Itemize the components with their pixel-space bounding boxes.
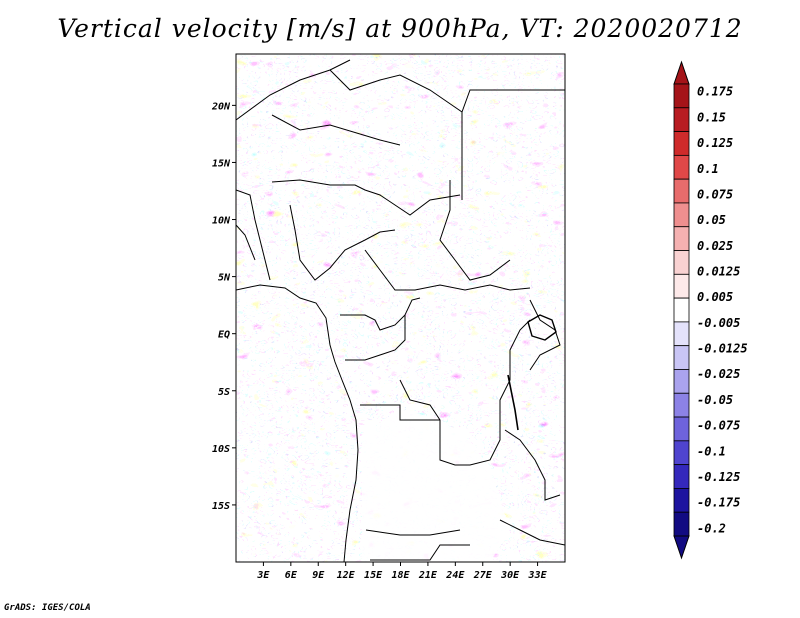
lon-tick-label: 9E bbox=[312, 570, 325, 581]
lon-tick-label: 21E bbox=[418, 570, 438, 581]
colorbar-label: 0.1 bbox=[697, 162, 719, 176]
colorbar-swatch bbox=[673, 226, 690, 251]
colorbar-swatch bbox=[673, 107, 690, 132]
grads-credit: GrADS: IGES/COLA bbox=[4, 603, 91, 613]
border-nigeria bbox=[289, 204, 396, 281]
colorbar-swatch bbox=[673, 273, 690, 299]
colorbar-swatch bbox=[673, 440, 690, 466]
colorbar-swatch bbox=[673, 511, 690, 537]
colorbar-label: 0.05 bbox=[697, 213, 726, 227]
colorbar-label: 0.15 bbox=[697, 110, 726, 124]
colorbar-label: -0.1 bbox=[697, 444, 726, 458]
colorbar-swatch bbox=[673, 488, 690, 513]
colorbar-label: 0.075 bbox=[697, 187, 733, 201]
colorbar-swatch bbox=[673, 321, 690, 347]
lat-tick-label: 5N bbox=[218, 273, 231, 284]
lon-tick-label: 6E bbox=[285, 570, 298, 581]
lon-tick-label: 12E bbox=[337, 570, 356, 581]
colorbar-swatch bbox=[673, 464, 690, 489]
colorbar-label: 0.175 bbox=[697, 85, 733, 99]
lat-tick-label: EQ bbox=[218, 330, 230, 341]
colorbar-label: -0.125 bbox=[697, 470, 740, 484]
colorbar-swatch bbox=[673, 297, 690, 323]
border-car bbox=[364, 249, 531, 291]
lat-tick-label: 5S bbox=[218, 387, 230, 398]
coastline-west bbox=[236, 284, 359, 562]
colorbar: 0.175 0.15 0.125 0.1 0.075 0.05 0.025 0.0125 0.0… bbox=[673, 60, 748, 560]
lon-tick-label: 33E bbox=[528, 570, 548, 581]
velocity-field bbox=[236, 54, 565, 562]
border-drc bbox=[345, 315, 531, 466]
colorbar-swatch bbox=[673, 392, 690, 418]
border-angola bbox=[360, 404, 461, 536]
colorbar-swatch bbox=[673, 345, 690, 370]
colorbar-label: -0.2 bbox=[697, 521, 726, 535]
colorbar-max-arrow bbox=[673, 60, 690, 85]
colorbar-label: -0.175 bbox=[697, 496, 740, 510]
colorbar-label: -0.075 bbox=[697, 419, 740, 433]
colorbar-swatch bbox=[673, 369, 690, 394]
colorbar-label: 0.025 bbox=[697, 239, 733, 253]
lat-tick-label: 20N bbox=[211, 101, 231, 112]
colorbar-swatch bbox=[673, 154, 690, 180]
colorbar-label: 0.005 bbox=[697, 290, 733, 304]
lat-tick-label: 15S bbox=[212, 501, 230, 512]
lon-tick-label: 27E bbox=[473, 570, 493, 581]
lon-tick-label: 30E bbox=[500, 570, 520, 581]
colorbar-swatch bbox=[673, 250, 690, 275]
colorbar-swatch bbox=[673, 202, 690, 228]
lon-tick-label: 3E bbox=[256, 570, 270, 581]
lon-tick-label: 24E bbox=[445, 570, 465, 581]
colorbar-swatch bbox=[673, 83, 690, 109]
page-title: Vertical velocity [m/s] at 900hPa, VT: 2… bbox=[57, 14, 743, 43]
colorbar-label: 0.0125 bbox=[697, 264, 740, 278]
colorbar-label: -0.005 bbox=[697, 316, 740, 330]
border-west bbox=[236, 189, 271, 281]
border-congo bbox=[340, 297, 421, 331]
colorbar-label: 0.125 bbox=[697, 136, 733, 150]
colorbar-min-arrow bbox=[673, 535, 690, 560]
colorbar-swatch bbox=[673, 131, 690, 156]
colorbar-label: -0.025 bbox=[697, 367, 740, 381]
lat-tick-label: 10S bbox=[212, 444, 230, 455]
axis-ticks: 3E 6E 9E 12E 15E 18E 21E 24E 27E 30E 33E 20N 15N 10N 5… bbox=[211, 101, 548, 581]
borders bbox=[236, 59, 565, 562]
calm-region bbox=[362, 408, 510, 562]
border-chad-sudan bbox=[439, 89, 565, 281]
lon-tick-label: 15E bbox=[364, 570, 383, 581]
lon-tick-label: 18E bbox=[391, 570, 410, 581]
lat-tick-label: 10N bbox=[212, 216, 231, 227]
colorbar-swatch bbox=[673, 178, 690, 204]
border-south bbox=[370, 519, 565, 561]
lake-tanganyika bbox=[507, 374, 519, 431]
border-niger-chad bbox=[271, 179, 461, 216]
colorbar-label: -0.05 bbox=[697, 393, 733, 407]
colorbar-swatch bbox=[673, 416, 690, 442]
lake-victoria bbox=[527, 314, 557, 341]
colorbar-label: -0.0125 bbox=[697, 342, 748, 356]
lat-tick-label: 15N bbox=[212, 158, 231, 169]
